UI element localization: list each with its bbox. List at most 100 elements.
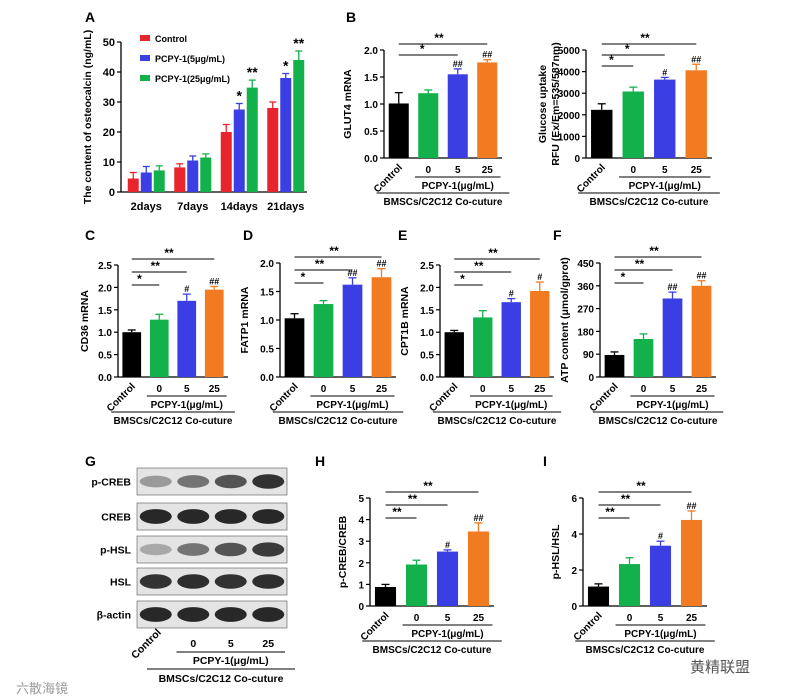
chart-d-ytick-label: 0.5 bbox=[260, 345, 274, 356]
chart-h-xtick-label: Control bbox=[359, 610, 392, 643]
chart-h-ytick-label: 1 bbox=[358, 580, 364, 591]
chart-f-bar-mark: ## bbox=[667, 282, 677, 292]
chart-d-xtick-label: 0 bbox=[321, 384, 327, 395]
chart-b2-xtick-label: 5 bbox=[662, 165, 668, 176]
chart-e-coculture-group-label: BMSCs/C2C12 Co-cuture bbox=[438, 416, 557, 427]
chart-e-xtick-label: 5 bbox=[508, 384, 514, 395]
chart-e-ylabel: CPT1B mRNA bbox=[399, 286, 411, 356]
chart-i-sig-label: ** bbox=[636, 479, 646, 493]
chart-i-sig-label: ** bbox=[621, 492, 631, 506]
chart-c-ytick-label: 2.5 bbox=[98, 261, 112, 272]
chart-b2-sig-label: * bbox=[625, 42, 630, 56]
chart-b1-ytick-label: 0.5 bbox=[364, 127, 378, 138]
chart-b1-sig-label: * bbox=[420, 42, 425, 56]
chart-f-ytick-label: 360 bbox=[577, 282, 594, 293]
chart-b2-ylabel: Glucose uptake bbox=[537, 65, 549, 143]
chart-i-sig-label: ** bbox=[605, 505, 615, 519]
blot-band bbox=[252, 509, 285, 524]
chart-f-ytick-label: 270 bbox=[577, 305, 594, 316]
chart-d-sig-label: ** bbox=[329, 244, 339, 258]
panel-letter-b: B bbox=[346, 9, 356, 25]
chart-b2-ytick-label: 1000 bbox=[558, 132, 581, 143]
chart-i-ytick-label: 0 bbox=[571, 602, 577, 613]
blot-band bbox=[139, 607, 172, 622]
chart-d-xtick-label: 25 bbox=[376, 384, 388, 395]
chart-d-bar bbox=[371, 277, 392, 377]
chart-h-xtick-label: 5 bbox=[445, 613, 451, 624]
chart-c-bar bbox=[149, 319, 169, 377]
chart-c-bar-mark: ## bbox=[209, 277, 219, 287]
chart-d-bar bbox=[342, 284, 363, 377]
chart-d-ylabel: FATP1 mRNA bbox=[239, 286, 251, 353]
chart-h-ytick-label: 3 bbox=[358, 537, 364, 548]
chart-i-ytick-label: 4 bbox=[571, 530, 577, 541]
chart-d-ytick-label: 1.5 bbox=[260, 288, 274, 299]
watermark-left: 六散海镜 bbox=[16, 681, 68, 696]
chart-d-bar bbox=[284, 318, 305, 377]
chart-b2-ytick-label: 3000 bbox=[558, 89, 581, 100]
chart-e-ytick-label: 0.5 bbox=[420, 351, 434, 362]
chart-b2-treat-group-label: PCPY-1(μg/mL) bbox=[629, 181, 701, 192]
chart-i-bar-mark: # bbox=[658, 531, 663, 541]
chart-i-bar-mark: ## bbox=[686, 501, 696, 511]
chart-b1-bar-mark: ## bbox=[482, 50, 492, 60]
blot-row-label: CREB bbox=[101, 512, 131, 524]
blot-band bbox=[252, 607, 285, 622]
chart-h-bar bbox=[467, 531, 490, 606]
blot-band bbox=[252, 474, 285, 489]
chart-c-bar bbox=[204, 289, 224, 377]
chart-b1-bar bbox=[388, 103, 409, 158]
chart-h-bar-mark: ## bbox=[473, 513, 483, 523]
chart-b2-ytick-label: 5000 bbox=[558, 46, 581, 57]
chart-e-ytick-label: 2.5 bbox=[420, 261, 434, 272]
chart-h-bar-mark: # bbox=[445, 540, 450, 550]
chart-b1-xtick-label: 5 bbox=[455, 165, 461, 176]
chart-h-ytick-label: 5 bbox=[358, 494, 364, 505]
blot-band bbox=[139, 543, 172, 556]
panel-letter-c: C bbox=[85, 227, 95, 243]
blot-band bbox=[252, 542, 285, 557]
chart-b2-bar-mark: ## bbox=[691, 54, 701, 64]
panel-letter-e: E bbox=[398, 227, 407, 243]
chart-b1-ytick-label: 2.0 bbox=[364, 46, 378, 57]
blot-band bbox=[139, 574, 172, 589]
blot-band bbox=[214, 574, 247, 589]
chart-i-ytick-label: 6 bbox=[571, 494, 577, 505]
chart-f-sig-label: ** bbox=[635, 257, 645, 271]
chart-f-bar bbox=[662, 298, 683, 377]
chart-f-ytick-label: 180 bbox=[577, 327, 594, 338]
chart-e-xtick-label: Control bbox=[427, 381, 460, 414]
chart-e-xtick-label: 25 bbox=[534, 384, 546, 395]
chart-b2-bar-mark: # bbox=[662, 67, 667, 77]
panel-letter-h: H bbox=[315, 453, 325, 469]
chart-c-xtick-label: 0 bbox=[156, 384, 162, 395]
chart-f-ytick-label: 90 bbox=[583, 350, 595, 361]
chart-e-bar bbox=[473, 317, 493, 377]
chart-d-ytick-label: 0.0 bbox=[260, 373, 274, 384]
chart-e-ytick-label: 0.0 bbox=[420, 373, 434, 384]
chart-b1-ytick-label: 0.0 bbox=[364, 154, 378, 165]
blot-band bbox=[177, 574, 210, 589]
chart-b2-coculture-group-label: BMSCs/C2C12 Co-cuture bbox=[590, 197, 709, 208]
chart-h-sig-label: ** bbox=[423, 479, 433, 493]
chart-e-ytick-label: 2.0 bbox=[420, 283, 434, 294]
blot-band bbox=[139, 475, 172, 488]
chart-c-ytick-label: 0.5 bbox=[98, 351, 112, 362]
chart-f-treat-group-label: PCPY-1(μg/mL) bbox=[636, 400, 708, 411]
chart-b2-ytick-label: 4000 bbox=[558, 68, 581, 79]
chart-c-coculture-group-label: BMSCs/C2C12 Co-cuture bbox=[114, 416, 233, 427]
blot-lane-label: 25 bbox=[262, 638, 274, 650]
chart-b2-group: 0 1000 2000 3000 4000 5000 Glucose uptake RFU (… bbox=[537, 31, 720, 208]
panel-letter-g: G bbox=[85, 453, 96, 469]
chart-b1-xtick-label: 25 bbox=[482, 165, 494, 176]
chart-c-bar bbox=[122, 332, 142, 377]
chart-h-treat-group-label: PCPY-1(μg/mL) bbox=[411, 629, 483, 640]
chart-c-xtick-label: Control bbox=[105, 381, 138, 414]
chart-d-treat-group-label: PCPY-1(μg/mL) bbox=[316, 400, 388, 411]
chart-b2-bar bbox=[685, 70, 707, 158]
chart-e-bar-mark: # bbox=[509, 289, 514, 299]
